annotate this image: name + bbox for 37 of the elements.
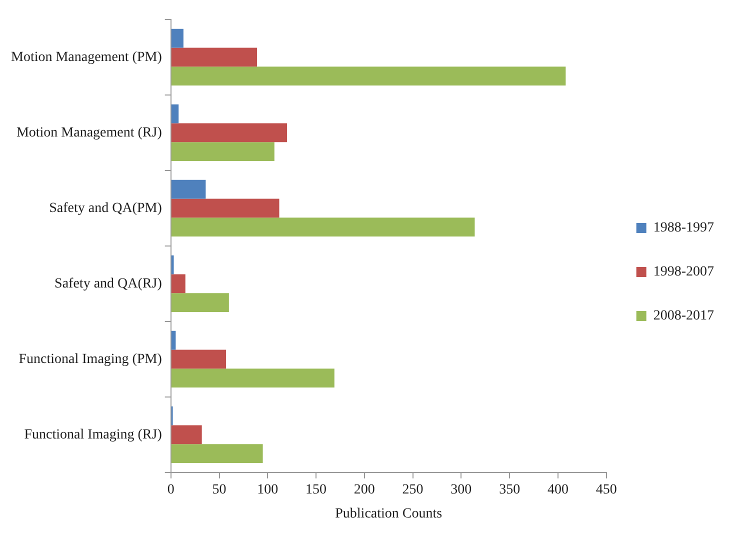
bar — [171, 350, 226, 369]
bar — [171, 330, 176, 350]
y-tick-label: Safety and QA(RJ) — [54, 276, 162, 292]
y-tick-label: Motion Management (PM) — [10, 50, 162, 65]
y-tick-label: Motion Management (RJ) — [16, 125, 162, 140]
bar — [171, 180, 206, 199]
bar — [171, 293, 229, 312]
bar — [171, 104, 179, 124]
bar — [171, 218, 475, 236]
bar — [171, 123, 287, 142]
y-tick-label: Functional Imaging (RJ) — [24, 427, 162, 442]
x-tick-label: 350 — [499, 482, 520, 498]
bar — [171, 142, 274, 161]
bar — [171, 425, 202, 444]
bar — [171, 198, 280, 218]
x-axis-title: Publication Counts — [335, 506, 442, 522]
x-tick-label: 0 — [167, 482, 174, 498]
bar — [171, 66, 566, 86]
x-tick-label: 200 — [354, 482, 375, 498]
x-tick-label: 300 — [450, 482, 472, 498]
bar — [171, 48, 257, 67]
bar — [171, 274, 186, 294]
bar — [171, 444, 263, 463]
x-tick-label: 50 — [212, 482, 226, 498]
bar — [171, 255, 174, 274]
x-tick-label: 150 — [306, 482, 327, 498]
legend-label: 1998-2007 — [653, 264, 714, 280]
bar — [171, 28, 184, 48]
legend-label: 1988-1997 — [653, 220, 714, 236]
x-tick-label: 450 — [596, 482, 617, 498]
legend-label: 2008-2017 — [653, 308, 714, 324]
x-tick-label: 400 — [547, 482, 568, 498]
y-tick-label: Functional Imaging (PM) — [18, 352, 162, 367]
x-tick-label: 250 — [402, 482, 424, 498]
y-tick-label: Safety and QA(PM) — [49, 200, 162, 216]
x-tick-label: 100 — [257, 482, 278, 498]
bar — [171, 368, 334, 388]
